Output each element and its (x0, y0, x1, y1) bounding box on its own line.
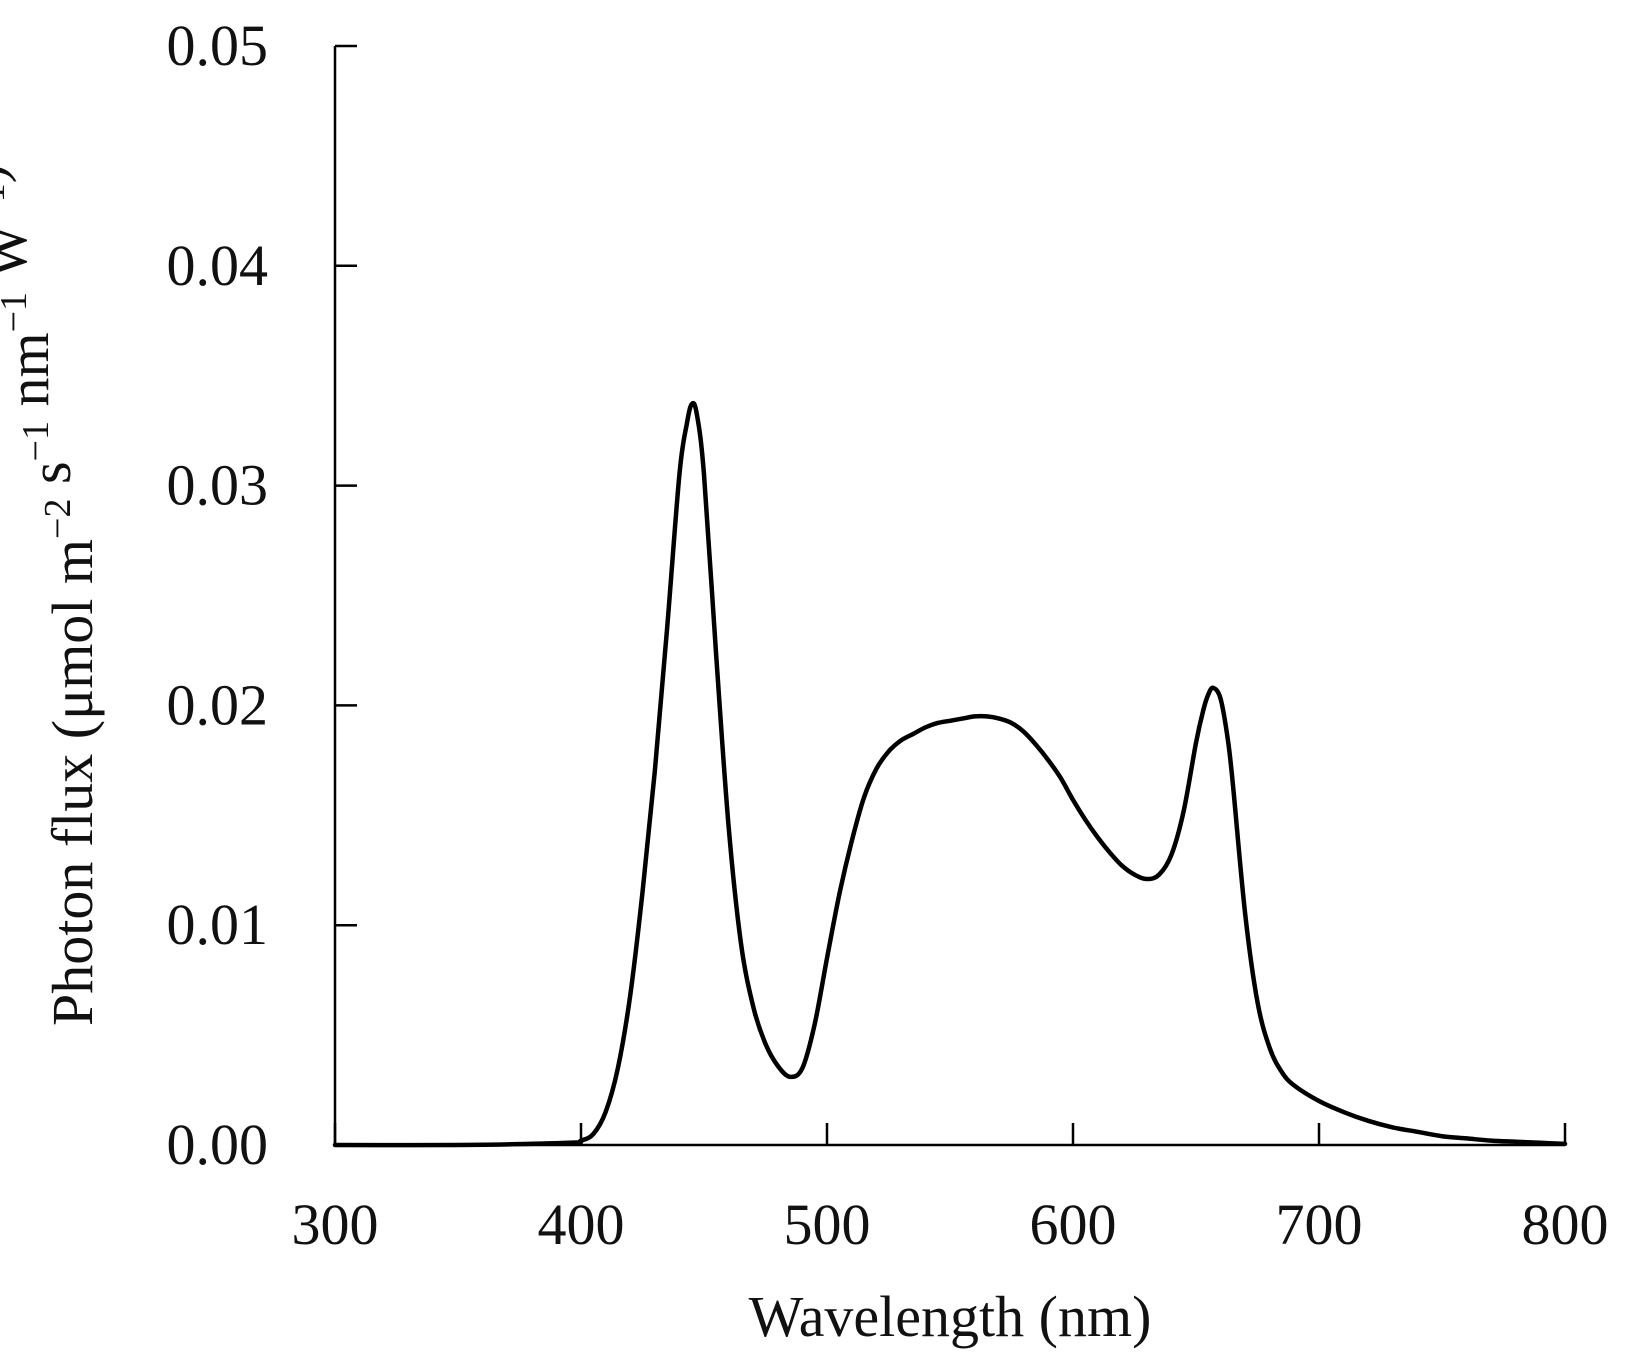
x-tick-label: 500 (784, 1192, 871, 1257)
y-axis-title-superscript: −2 (37, 499, 79, 539)
y-tick-label: 0.03 (167, 453, 269, 518)
y-axis-title: Photon flux (μmol m−2 s−1 nm−1 W−1) (0, 164, 105, 1026)
x-axis-title: Wavelength (nm) (749, 1284, 1152, 1349)
y-axis-title-superscript: −1 (0, 292, 35, 332)
y-tick-label: 0.00 (167, 1112, 269, 1177)
x-tick-label: 300 (292, 1192, 379, 1257)
y-tick-label: 0.05 (167, 13, 269, 78)
y-axis-ticks: 0.00 0.01 0.02 0.03 0.04 0.05 (167, 13, 357, 1177)
y-axis-title-part: W (0, 223, 39, 291)
y-tick-label: 0.04 (167, 233, 269, 298)
spectrum-curve (332, 400, 1568, 1148)
x-tick-label: 700 (1276, 1192, 1363, 1257)
y-tick-label: 0.01 (167, 892, 269, 957)
x-axis-ticks: 300 400 500 600 700 800 (292, 1123, 1609, 1257)
y-axis-title-part: s (18, 461, 83, 498)
y-axis-title-part: Photon flux (μmol m (40, 539, 105, 1026)
y-tick-label: 0.02 (167, 672, 269, 737)
plot-area: 0.00 0.01 0.02 0.03 0.04 0.05 300 400 500 600 700… (167, 13, 1609, 1257)
y-axis-title-part: ) (0, 164, 17, 183)
x-tick-label: 400 (538, 1192, 625, 1257)
y-axis-title-part: nm (0, 332, 61, 421)
y-axis-title-superscript: −1 (0, 183, 13, 223)
y-axis-title-superscript: −1 (15, 421, 57, 461)
x-tick-label: 800 (1522, 1192, 1609, 1257)
x-tick-label: 600 (1030, 1192, 1117, 1257)
